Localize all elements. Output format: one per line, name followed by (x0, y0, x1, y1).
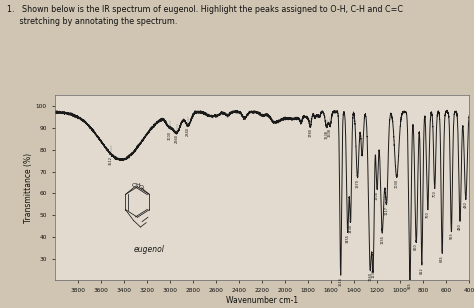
Text: 1608: 1608 (328, 128, 332, 136)
Text: 1117: 1117 (385, 205, 389, 215)
Text: 760: 760 (426, 211, 430, 218)
Text: 480: 480 (458, 224, 462, 230)
Text: 555: 555 (449, 233, 454, 239)
Text: 812: 812 (420, 267, 424, 274)
Text: 2940: 2940 (174, 134, 179, 144)
Y-axis label: Transmittance (%): Transmittance (%) (24, 153, 33, 223)
Text: 1260: 1260 (368, 272, 372, 281)
Text: 1516: 1516 (339, 277, 343, 286)
X-axis label: Wavenumber cm-1: Wavenumber cm-1 (226, 296, 298, 305)
Text: stretching by annotating the spectrum.: stretching by annotating the spectrum. (7, 17, 177, 26)
Text: 915: 915 (408, 282, 412, 289)
Text: 1370: 1370 (356, 179, 359, 188)
Text: O.: O. (139, 185, 146, 190)
Text: eugenol: eugenol (134, 245, 164, 254)
Text: 2840: 2840 (186, 128, 190, 136)
Text: 1155: 1155 (380, 235, 384, 244)
Text: 700: 700 (433, 191, 437, 197)
Text: 1200: 1200 (375, 191, 379, 200)
Text: 1030: 1030 (395, 179, 399, 188)
Text: 1455: 1455 (346, 234, 350, 243)
Text: 430: 430 (464, 201, 468, 208)
Text: 3000: 3000 (168, 131, 172, 140)
Text: 3512: 3512 (109, 156, 113, 165)
Text: 860: 860 (414, 243, 418, 250)
Text: OH: OH (132, 183, 142, 188)
Text: 635: 635 (440, 255, 444, 262)
Text: 1638: 1638 (325, 130, 328, 139)
Text: 1780: 1780 (308, 128, 312, 137)
Text: 1.   Shown below is the IR spectrum of eugenol. Highlight the peaks assigned to : 1. Shown below is the IR spectrum of eug… (7, 5, 403, 14)
Text: 1430: 1430 (348, 224, 353, 233)
Text: 1233: 1233 (371, 269, 375, 278)
